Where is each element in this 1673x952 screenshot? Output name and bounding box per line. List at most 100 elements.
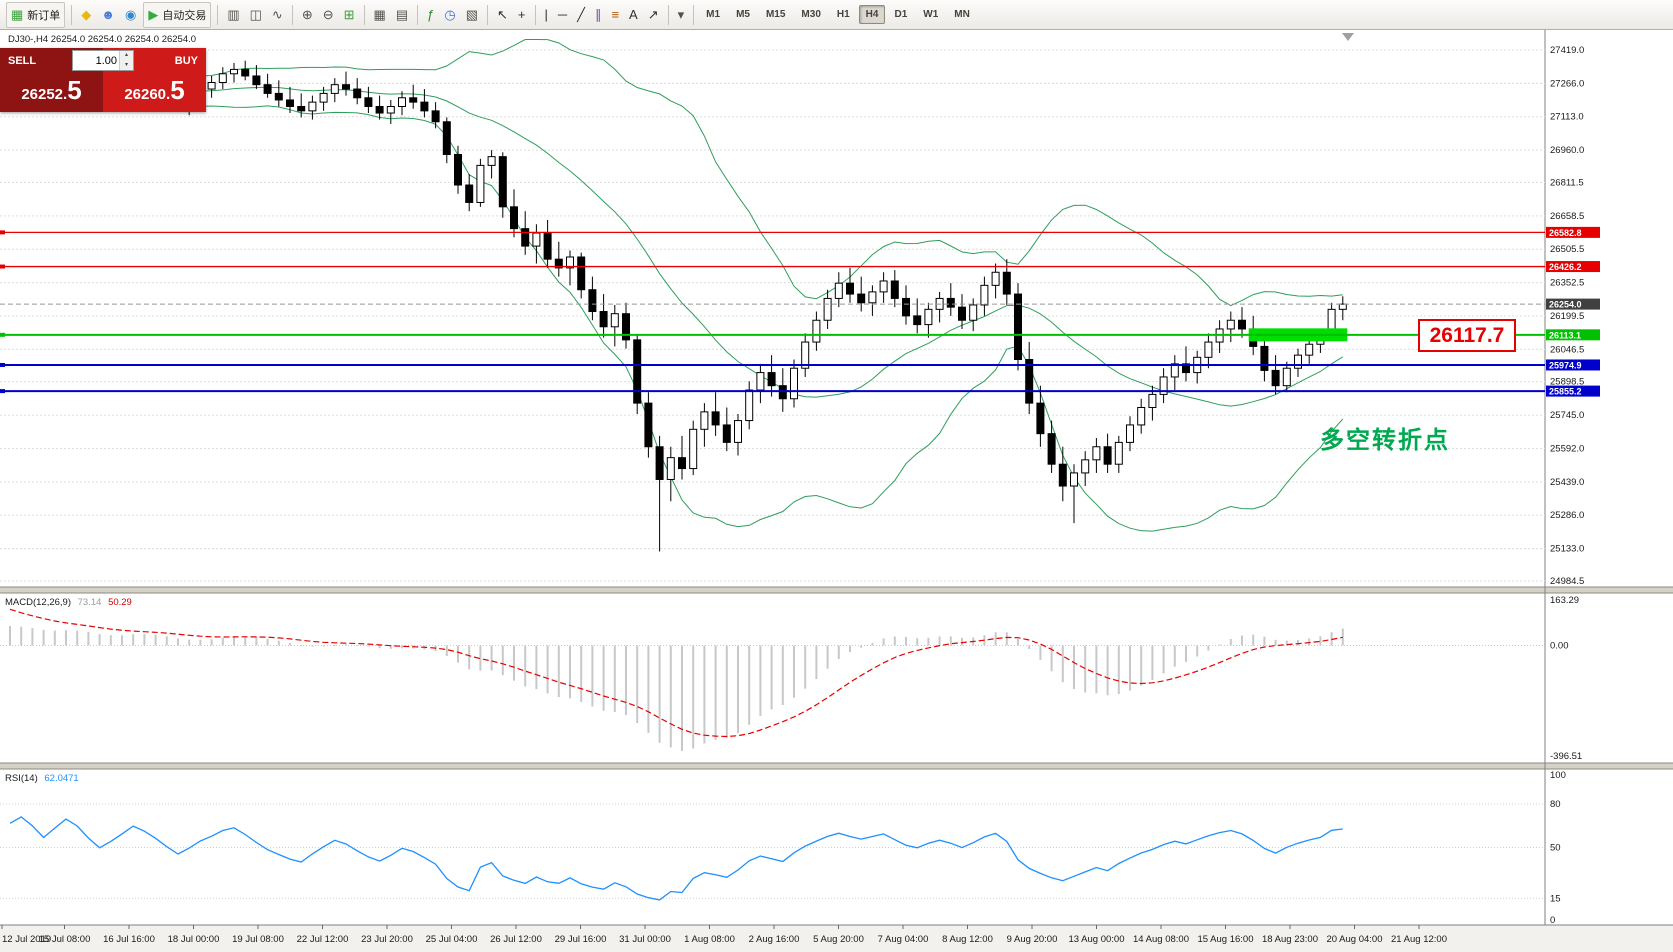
profile-button[interactable]: ☻ <box>96 2 120 28</box>
marketplace-icon: ◆ <box>81 7 92 22</box>
zoom-in-icon: ⊕ <box>301 7 313 22</box>
bar-chart-icon: ▥ <box>227 7 240 22</box>
macd-histogram-bar <box>1285 640 1288 646</box>
candle <box>263 84 272 94</box>
panel-separator[interactable] <box>0 587 1673 593</box>
timeframe-H4[interactable]: H4 <box>858 5 886 24</box>
macd-histogram-bar <box>580 645 583 702</box>
timeframe-M1[interactable]: M1 <box>706 9 721 20</box>
candle <box>465 184 474 203</box>
chart-area[interactable]: 27419.0 27266.0 27113.0 26960.0 26811.5 26658… <box>0 30 1673 952</box>
panel-separator[interactable] <box>0 763 1673 769</box>
candlestick-chart-button[interactable]: ◫ <box>245 2 267 28</box>
crosshair-tool[interactable]: + <box>513 2 531 28</box>
level-left-mark <box>0 230 5 235</box>
toolbar-separator <box>363 4 365 25</box>
horizontal-line-tool[interactable]: ─ <box>553 2 572 28</box>
candle <box>521 228 530 247</box>
macd-histogram-bar <box>1185 645 1187 662</box>
macd-scale-label: -396.51 <box>1550 751 1582 762</box>
macd-histogram-bar <box>501 645 504 676</box>
macd-histogram-bar <box>1162 645 1165 674</box>
timeframe-M15[interactable]: M15 <box>765 9 786 20</box>
timeframe-H1[interactable]: H1 <box>836 9 850 20</box>
tile-windows-button[interactable]: ⊞ <box>339 2 360 28</box>
macd-histogram-bar <box>277 640 280 646</box>
macd-histogram-bar <box>132 634 135 646</box>
sell-price-button[interactable]: 26252. 5 <box>0 73 103 112</box>
auto-trading-button[interactable]: ▶ 自动交易 <box>143 1 212 28</box>
candle <box>364 97 373 107</box>
macd-histogram-bar <box>255 637 258 646</box>
cursor-tool[interactable]: ↖ <box>492 2 513 28</box>
clock-icon: ◷ <box>444 7 456 22</box>
macd-histogram-bar <box>647 645 650 733</box>
marketplace-button[interactable]: ◆ <box>76 2 96 28</box>
candle <box>1047 433 1056 465</box>
rsi-scale-label: 100 <box>1550 770 1566 781</box>
price-axis-label: 26352.5 <box>1550 278 1584 289</box>
candle <box>1182 363 1190 374</box>
chart-annotation-text[interactable]: 多空转折点 <box>1320 427 1450 454</box>
zoom-in-button[interactable]: ⊕ <box>297 2 318 28</box>
fibonacci-tool[interactable]: ≡ <box>606 2 624 28</box>
rsi-scale-label: 80 <box>1550 799 1561 810</box>
timeframe-MN[interactable]: MN <box>954 9 970 20</box>
timeframe-W1[interactable]: W1 <box>923 9 939 20</box>
indicators-button[interactable]: ƒ <box>422 2 439 28</box>
macd-histogram-bar <box>266 638 269 646</box>
volume-input[interactable] <box>73 51 119 70</box>
zoom-out-button[interactable]: ⊖ <box>318 2 339 28</box>
price-badge-label: 26254.0 <box>1549 300 1582 310</box>
volume-up-button[interactable]: ▴ <box>120 51 133 61</box>
arrows-tool[interactable]: ↗ <box>643 2 664 28</box>
candle <box>1137 406 1146 426</box>
cascade-windows-button[interactable]: ▤ <box>391 2 413 28</box>
candle <box>532 232 541 247</box>
buy-price-main: 26260. <box>124 86 171 103</box>
macd-name: MACD(12,26,9) <box>5 597 71 608</box>
candle <box>487 156 496 166</box>
timeframe-M30[interactable]: M30 <box>801 9 821 20</box>
candle <box>924 308 933 326</box>
candle <box>1271 369 1280 387</box>
chart-shift-marker-icon[interactable] <box>1342 33 1354 41</box>
timeframe-M5[interactable]: M5 <box>736 9 750 20</box>
macd-histogram-bar <box>31 628 34 646</box>
price-badge <box>1546 226 1600 238</box>
auto-trading-button-label: 自动交易 <box>162 9 207 22</box>
macd-histogram-bar <box>188 639 191 646</box>
volume-box: ▴ ▾ <box>72 50 134 71</box>
candle <box>834 282 843 299</box>
candle <box>1238 319 1246 330</box>
price-badge-label: 26113.1 <box>1549 330 1581 340</box>
candle <box>678 457 686 470</box>
arrange-windows-button[interactable]: ▦ <box>369 2 391 28</box>
community-button[interactable]: ◉ <box>120 2 141 28</box>
macd-histogram-bar <box>714 645 717 740</box>
time-axis-label: 22 Jul 12:00 <box>297 934 349 945</box>
template-button[interactable]: ▧ <box>461 2 483 28</box>
macd-histogram-bar <box>569 645 571 699</box>
price-callout-box[interactable]: 26117.7 <box>1418 319 1516 352</box>
level-left-mark <box>0 332 5 337</box>
text-tool[interactable]: A <box>624 2 643 28</box>
bar-chart-button[interactable]: ▥ <box>222 2 244 28</box>
price-axis-label: 25898.5 <box>1550 377 1584 388</box>
candle <box>1282 367 1291 387</box>
macd-histogram-bar <box>1341 628 1344 646</box>
channel-icon: ∥ <box>594 7 602 22</box>
volume-down-button[interactable]: ▾ <box>120 60 133 70</box>
buy-price-button[interactable]: 26260. 5 <box>103 73 206 112</box>
trendline-tool[interactable]: ╱ <box>572 2 590 28</box>
macd-histogram-bar <box>1117 645 1120 694</box>
candle <box>801 341 810 369</box>
line-chart-button[interactable]: ∿ <box>267 2 288 28</box>
timeframe-D1[interactable]: D1 <box>894 9 908 20</box>
objects-dropdown[interactable]: ▾ <box>673 2 690 28</box>
vertical-line-tool[interactable]: | <box>540 2 553 28</box>
new-order-button[interactable]: ▦ 新订单 <box>6 1 66 28</box>
channel-tool[interactable]: ∥ <box>590 2 607 28</box>
period-button[interactable]: ◷ <box>439 2 460 28</box>
macd-histogram-bar <box>322 645 325 647</box>
